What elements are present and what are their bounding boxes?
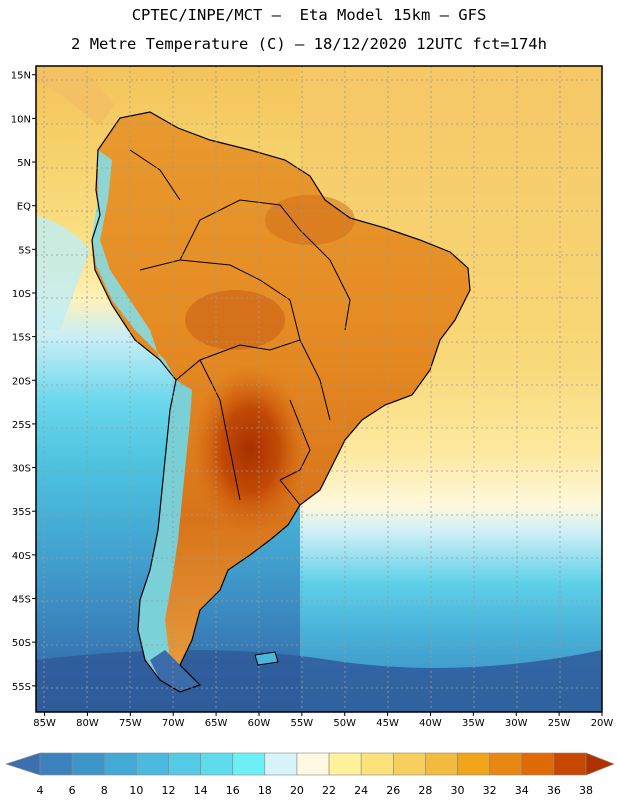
lon-label-45w: 45W bbox=[376, 718, 399, 729]
colorbar-label: 6 bbox=[69, 784, 76, 797]
lon-label-40w: 40W bbox=[419, 718, 442, 729]
colorbar-label: 8 bbox=[101, 784, 108, 797]
colorbar-swatch bbox=[39, 752, 73, 776]
colorbar-label: 38 bbox=[579, 784, 593, 797]
colorbar-swatch bbox=[425, 752, 458, 776]
lat-label-10n: 10N bbox=[11, 114, 31, 125]
colorbar-swatch bbox=[232, 752, 266, 776]
lon-label-30w: 30W bbox=[505, 718, 528, 729]
lon-label-85w: 85W bbox=[33, 718, 56, 729]
colorbar-swatch bbox=[360, 752, 394, 776]
lat-label-20s: 20S bbox=[12, 376, 31, 387]
lat-label-40s: 40S bbox=[12, 551, 31, 562]
lat-label-45s: 45S bbox=[12, 595, 31, 606]
colorbar-label: 20 bbox=[290, 784, 304, 797]
colorbar-label: 34 bbox=[515, 784, 529, 797]
colorbar-swatch bbox=[296, 752, 330, 776]
lat-label-25s: 25S bbox=[12, 420, 31, 431]
colorbar-swatch bbox=[71, 752, 105, 776]
colorbar-label: 24 bbox=[354, 784, 368, 797]
lon-label-20w: 20W bbox=[591, 718, 614, 729]
colorbar-label: 30 bbox=[451, 784, 465, 797]
lon-label-65w: 65W bbox=[205, 718, 228, 729]
graticule bbox=[36, 66, 602, 712]
colorbar: 4 6 8 10 12 14 16 18 20 22 24 26 28 30 32 34 36 38 bbox=[5, 752, 615, 797]
colorbar-label: 26 bbox=[386, 784, 400, 797]
andes-cold-strip bbox=[138, 380, 192, 680]
map-field bbox=[36, 66, 602, 712]
colorbar-arrow-high bbox=[585, 752, 615, 776]
lon-label-80w: 80W bbox=[76, 718, 99, 729]
colorbar-swatch bbox=[136, 752, 169, 776]
colorbar-swatch bbox=[200, 752, 234, 776]
lat-label-eq: EQ bbox=[17, 202, 31, 213]
temperature-map: 15N 10N 5N EQ 5S 10S 15S 20S 25S 30S 35S 40S 45S 50S 5… bbox=[11, 65, 613, 729]
latitude-labels: 15N 10N 5N EQ 5S 10S 15S 20S 25S 30S 35S 40S 45S 50S 5… bbox=[11, 71, 36, 693]
colorbar-swatch bbox=[521, 752, 555, 776]
lat-label-10s: 10S bbox=[12, 289, 31, 300]
colorbar-label: 16 bbox=[226, 784, 240, 797]
colorbar-swatch bbox=[392, 752, 426, 776]
colorbar-label: 28 bbox=[418, 784, 432, 797]
colorbar-label: 12 bbox=[161, 784, 175, 797]
colorbar-swatch bbox=[264, 752, 298, 776]
lat-label-5s: 5S bbox=[18, 245, 31, 256]
lat-label-35s: 35S bbox=[12, 507, 31, 518]
colorbar-swatch bbox=[457, 752, 490, 776]
colorbar-label: 22 bbox=[322, 784, 336, 797]
lon-label-25w: 25W bbox=[548, 718, 571, 729]
lat-label-55s: 55S bbox=[12, 682, 31, 693]
lat-label-15n: 15N bbox=[11, 71, 31, 82]
lon-label-60w: 60W bbox=[248, 718, 271, 729]
colorbar-label: 18 bbox=[258, 784, 272, 797]
lat-label-50s: 50S bbox=[12, 638, 31, 649]
longitude-labels: 85W 80W 75W 70W 65W 60W 55W 50W 45W 40W 35W 30W 25W 2… bbox=[33, 712, 613, 729]
lon-label-50w: 50W bbox=[333, 718, 356, 729]
colorbar-swatch bbox=[553, 752, 587, 776]
hot-core-region bbox=[192, 365, 308, 535]
colorbar-arrow-low bbox=[5, 752, 41, 776]
colorbar-swatch bbox=[489, 752, 523, 776]
lon-label-55w: 55W bbox=[291, 718, 314, 729]
map-frame bbox=[35, 65, 603, 713]
country-borders bbox=[91, 111, 471, 693]
lon-label-70w: 70W bbox=[162, 718, 185, 729]
lat-label-30s: 30S bbox=[12, 464, 31, 475]
colorbar-label: 4 bbox=[37, 784, 44, 797]
colorbar-swatch bbox=[328, 752, 362, 776]
chart-title-line1: CPTEC/INPE/MCT – Eta Model 15km – GFS bbox=[131, 6, 487, 24]
chart-title-line2: 2 Metre Temperature (C) – 18/12/2020 12U… bbox=[71, 35, 547, 53]
colorbar-swatch bbox=[168, 752, 201, 776]
lat-label-5n: 5N bbox=[17, 158, 31, 169]
colorbar-swatch bbox=[103, 752, 137, 776]
lat-label-15s: 15S bbox=[12, 333, 31, 344]
lon-label-75w: 75W bbox=[119, 718, 142, 729]
colorbar-label: 32 bbox=[483, 784, 497, 797]
colorbar-label: 36 bbox=[547, 784, 561, 797]
colorbar-label: 10 bbox=[129, 784, 143, 797]
lon-label-35w: 35W bbox=[462, 718, 485, 729]
colorbar-label: 14 bbox=[194, 784, 208, 797]
